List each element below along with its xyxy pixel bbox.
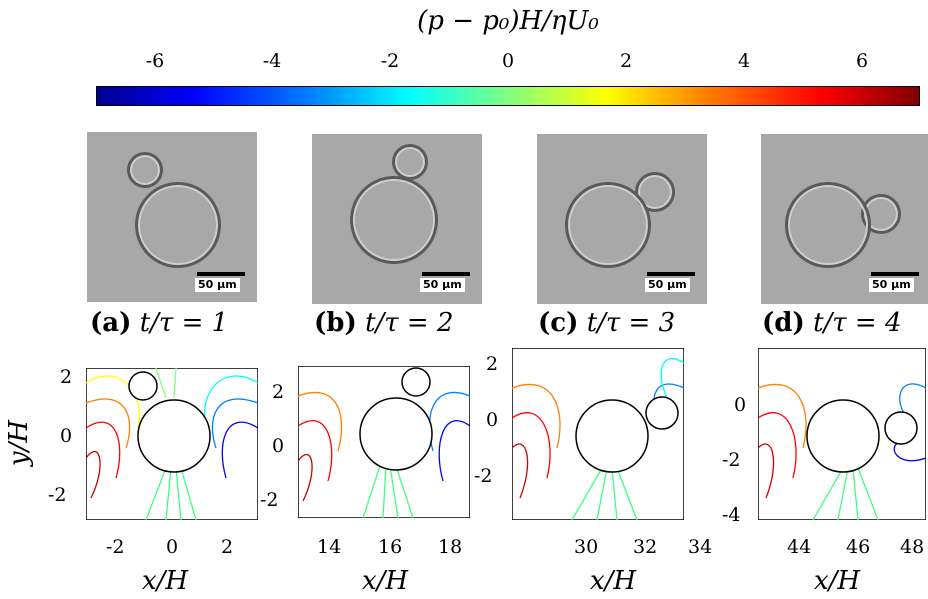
y-axis-label: y/H [4,419,35,467]
panel-label-b: (b) t/τ = 2 [314,308,454,338]
xtick: 30 [574,536,599,558]
xtick: 34 [688,536,713,558]
ytick: 0 [486,409,499,431]
colorbar-tick: 4 [737,50,751,72]
ytick: 0 [734,394,747,416]
micrograph-b: 50 μm [312,134,482,304]
xtick: 16 [378,536,403,558]
contour-plot-b [298,366,470,518]
ytick: -2 [48,484,67,506]
xtick: -2 [106,536,125,558]
xtick: 2 [221,536,234,558]
x-axis-label: x/H [362,566,409,596]
panel-label-a: (a) t/τ = 1 [90,308,229,338]
ytick: -2 [260,489,279,511]
contour-plot-c [512,348,684,520]
xtick: 14 [317,536,342,558]
ytick: -2 [722,449,741,471]
panel-label-d: (d) t/τ = 4 [762,308,902,338]
colorbar-tick: 6 [855,50,869,72]
ytick: 0 [60,425,73,447]
xtick: 18 [438,536,463,558]
ytick: 2 [272,381,285,403]
xtick: 0 [166,536,179,558]
xtick: 44 [787,536,812,558]
scale-bar-label: 50 μm [645,278,690,292]
colorbar-title: (p − p₀)H/ηU₀ [417,6,599,36]
contour-plot-d [758,348,926,520]
colorbar-tick: 0 [501,50,515,72]
contour-plot-a [86,368,258,520]
x-axis-label: x/H [590,566,637,596]
x-axis-label: x/H [814,566,861,596]
ytick: 0 [272,435,285,457]
colorbar-tick: -6 [145,50,165,72]
ytick: 2 [60,366,73,388]
colorbar-tick: -4 [262,50,282,72]
colorbar-tick: 2 [619,50,633,72]
xtick: 32 [633,536,658,558]
micrograph-d: 50 μm [761,134,928,304]
xtick: 46 [846,536,871,558]
scale-bar-label: 50 μm [195,278,240,292]
scale-bar-label: 50 μm [869,278,914,292]
xtick: 48 [900,536,925,558]
colorbar-tick: -2 [380,50,400,72]
ytick: -2 [474,465,493,487]
colorbar [96,86,920,106]
micrograph-a: 50 μm [87,132,257,302]
ytick: -4 [722,504,741,526]
x-axis-label: x/H [142,566,189,596]
panel-label-c: (c) t/τ = 3 [538,308,676,338]
scale-bar-label: 50 μm [420,278,465,292]
micrograph-c: 50 μm [537,134,707,304]
ytick: 2 [486,353,499,375]
